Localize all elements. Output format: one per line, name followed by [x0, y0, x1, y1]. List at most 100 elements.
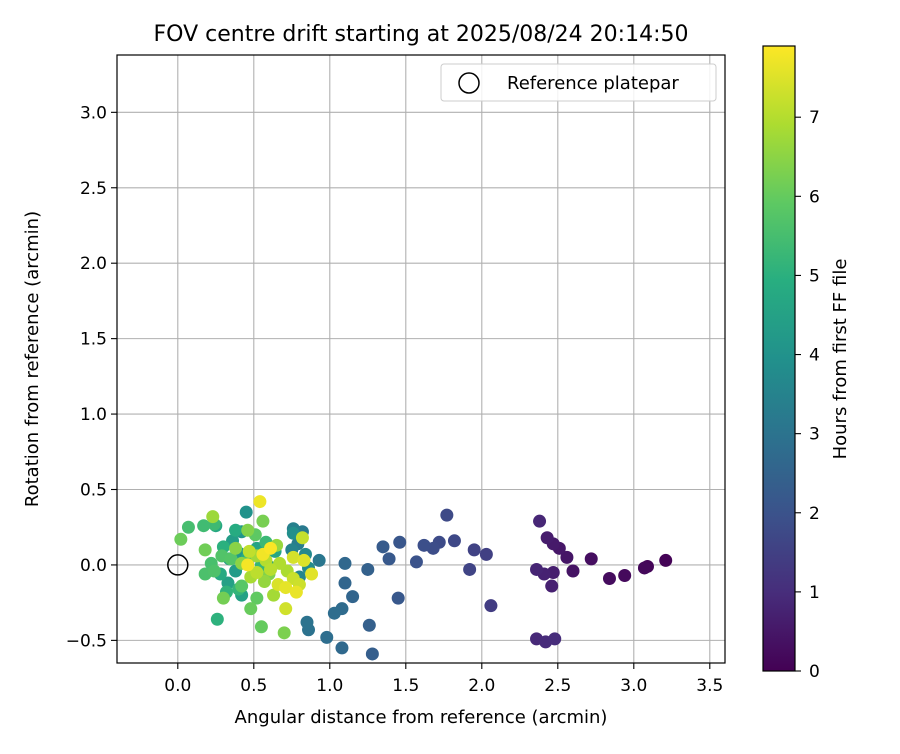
- data-point: [618, 568, 632, 582]
- data-point: [338, 576, 352, 590]
- data-point: [335, 641, 349, 655]
- data-point: [264, 562, 278, 576]
- data-point: [376, 540, 390, 554]
- data-point: [484, 599, 498, 613]
- x-tick-label: 0.0: [164, 676, 191, 696]
- data-point: [239, 505, 253, 519]
- y-axis-ticks: −0.5 0.0 0.5 1.0 1.5 2.0 2.5 3.0: [66, 103, 117, 651]
- data-point: [250, 565, 264, 579]
- reference-marker: [167, 554, 189, 576]
- data-point: [391, 591, 405, 605]
- data-point: [533, 514, 547, 528]
- data-point: [253, 495, 267, 509]
- data-point: [659, 553, 673, 567]
- x-tick-label: 1.5: [392, 676, 419, 696]
- data-point: [206, 510, 220, 524]
- data-point: [229, 541, 243, 555]
- data-point: [548, 632, 562, 646]
- data-point: [312, 553, 326, 567]
- data-point: [584, 552, 598, 566]
- data-point: [244, 602, 258, 616]
- colorbar-tick-label: 4: [809, 346, 820, 366]
- colorbar-tick-label: 7: [809, 108, 820, 128]
- data-point: [361, 562, 375, 576]
- y-tick-label: 1.5: [80, 330, 107, 350]
- data-point: [254, 620, 268, 634]
- data-point: [297, 553, 311, 567]
- data-point: [279, 581, 293, 595]
- data-point: [235, 579, 249, 593]
- colorbar-label: Hours from first FF file: [830, 259, 851, 460]
- data-point: [286, 550, 300, 564]
- data-point: [479, 547, 493, 561]
- data-point: [417, 538, 431, 552]
- data-point: [181, 520, 195, 534]
- colorbar: 0 1 2 3 4 5 6 7 Hours from first FF file: [762, 45, 851, 682]
- data-point: [362, 618, 376, 632]
- data-point: [382, 552, 396, 566]
- data-point: [256, 514, 270, 528]
- legend-marker-icon: [458, 72, 480, 94]
- y-tick-label: −0.5: [66, 631, 107, 651]
- data-point: [327, 606, 341, 620]
- x-tick-label: 0.5: [240, 676, 267, 696]
- y-tick-label: 1.0: [80, 405, 107, 425]
- data-point: [257, 575, 271, 589]
- data-point: [250, 591, 264, 605]
- data-point: [637, 561, 651, 575]
- data-point: [602, 572, 616, 586]
- colorbar-tick-label: 0: [809, 662, 820, 682]
- colorbar-tick-label: 2: [809, 504, 820, 524]
- data-point: [409, 555, 423, 569]
- data-point: [242, 544, 256, 558]
- data-point: [305, 567, 319, 581]
- data-point: [530, 562, 544, 576]
- colorbar-tick-label: 1: [809, 583, 820, 603]
- data-point: [264, 541, 278, 555]
- x-axis-label: Angular distance from reference (arcmin): [235, 707, 608, 728]
- data-point: [447, 534, 461, 548]
- data-point: [393, 535, 407, 549]
- scatter-points: [174, 495, 673, 661]
- data-point: [207, 564, 221, 578]
- colorbar-gradient: [762, 45, 796, 672]
- data-point: [540, 531, 554, 545]
- data-point: [241, 523, 255, 537]
- data-point: [216, 591, 230, 605]
- colorbar-tick-label: 3: [809, 425, 820, 445]
- x-axis-ticks: 0.0 0.5 1.0 1.5 2.0 2.5 3.0 3.5: [164, 663, 723, 696]
- data-point: [320, 630, 334, 644]
- y-tick-label: 2.0: [80, 254, 107, 274]
- x-tick-label: 1.0: [316, 676, 343, 696]
- data-point: [210, 612, 224, 626]
- data-point: [560, 550, 574, 564]
- data-point: [295, 531, 309, 545]
- data-point: [224, 552, 238, 566]
- data-point: [300, 615, 314, 629]
- data-point: [440, 508, 454, 522]
- y-axis-label: Rotation from reference (arcmin): [22, 211, 43, 507]
- x-tick-label: 2.5: [544, 676, 571, 696]
- y-tick-label: 0.0: [80, 556, 107, 576]
- legend-box: [440, 63, 717, 102]
- data-point: [467, 543, 481, 557]
- y-tick-label: 2.5: [80, 179, 107, 199]
- data-point: [545, 579, 559, 593]
- data-point: [197, 519, 211, 533]
- data-point: [365, 647, 379, 661]
- legend: Reference platepar: [440, 63, 717, 102]
- data-point: [174, 532, 188, 546]
- y-tick-label: 0.5: [80, 481, 107, 501]
- x-tick-label: 3.5: [696, 676, 723, 696]
- data-point: [279, 602, 293, 616]
- legend-label: Reference platepar: [507, 73, 679, 94]
- data-point: [277, 626, 291, 640]
- data-point: [241, 558, 255, 572]
- grid: [117, 55, 725, 663]
- x-tick-label: 2.0: [468, 676, 495, 696]
- data-point: [198, 543, 212, 557]
- colorbar-ticks: 0 1 2 3 4 5 6 7: [795, 108, 820, 682]
- x-tick-label: 3.0: [620, 676, 647, 696]
- data-point: [289, 585, 303, 599]
